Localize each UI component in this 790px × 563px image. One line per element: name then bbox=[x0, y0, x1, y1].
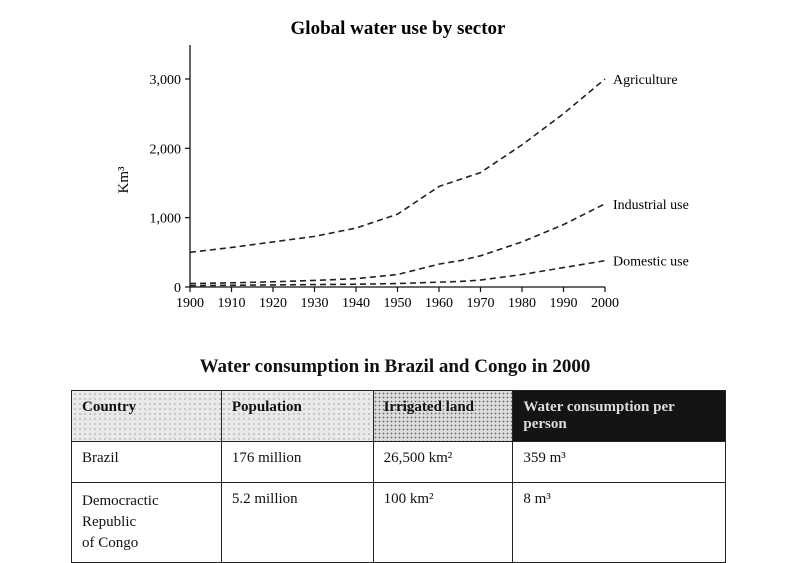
table-row: Democractic Republic of Congo 5.2 millio… bbox=[71, 482, 726, 563]
series-label: Domestic use bbox=[613, 255, 689, 270]
x-tick-label: 1910 bbox=[218, 296, 246, 311]
country-line: of Congo bbox=[82, 535, 139, 551]
y-tick-label: 3,000 bbox=[150, 73, 182, 88]
table-row: Brazil 176 million 26,500 km² 359 m³ bbox=[71, 441, 726, 483]
x-tick-label: 1940 bbox=[342, 296, 370, 311]
x-tick-label: 1900 bbox=[176, 296, 204, 311]
series-label: Agriculture bbox=[613, 73, 678, 88]
country-line: Republic bbox=[82, 514, 137, 530]
cell-water-consumption: 8 m³ bbox=[512, 482, 726, 563]
cell-irrigated-land: 100 km² bbox=[372, 482, 514, 563]
x-tick-label: 2000 bbox=[591, 296, 619, 311]
x-tick-label: 1930 bbox=[301, 296, 329, 311]
table-title: Water consumption in Brazil and Congo in… bbox=[199, 356, 591, 377]
line-chart: Global water use by sector Km³ 1900 1910 1… bbox=[116, 18, 689, 311]
header-population: Population bbox=[220, 390, 374, 442]
x-tick-label: 1990 bbox=[550, 296, 578, 311]
x-tick-label: 1970 bbox=[467, 296, 495, 311]
header-irrigated-land: Irrigated land bbox=[372, 390, 514, 442]
table-header-row: Country Population Irrigated land Water … bbox=[71, 390, 726, 442]
y-axis-label: Km³ bbox=[116, 166, 132, 194]
cell-irrigated-land: 26,500 km² bbox=[372, 441, 514, 483]
cell-population: 5.2 million bbox=[220, 482, 374, 563]
header-water-consumption: Water consumption per person bbox=[512, 390, 726, 442]
series-line-industrial-use bbox=[189, 203, 606, 285]
water-consumption-table: Country Population Irrigated land Water … bbox=[71, 390, 726, 563]
cell-country: Brazil bbox=[71, 441, 222, 483]
header-country: Country bbox=[71, 390, 222, 442]
x-tick-label: 1980 bbox=[508, 296, 536, 311]
x-tick-label: 1950 bbox=[384, 296, 412, 311]
y-tick-label: 2,000 bbox=[150, 142, 182, 157]
chart-title: Global water use by sector bbox=[291, 18, 507, 39]
y-tick-label: 0 bbox=[174, 281, 181, 296]
y-tick-label: 1,000 bbox=[150, 212, 182, 227]
x-tick-label: 1920 bbox=[259, 296, 287, 311]
x-tick-label: 1960 bbox=[425, 296, 453, 311]
series-label: Industrial use bbox=[613, 198, 689, 213]
cell-country: Democractic Republic of Congo bbox=[71, 482, 222, 563]
cell-water-consumption: 359 m³ bbox=[512, 441, 726, 483]
cell-population: 176 million bbox=[220, 441, 374, 483]
country-line: Democractic bbox=[82, 493, 159, 509]
series-line-agriculture bbox=[189, 78, 606, 254]
